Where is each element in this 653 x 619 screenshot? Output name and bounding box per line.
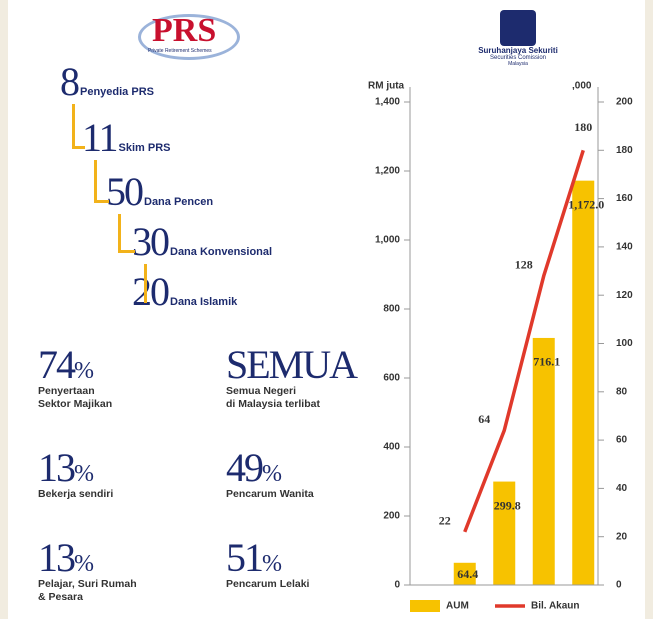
- bar-value-label: 716.1: [533, 355, 560, 369]
- stat-value: 74: [38, 342, 76, 387]
- connector: [118, 214, 135, 253]
- bar-value-label: 1,172.0: [568, 197, 604, 211]
- bar: [532, 337, 555, 585]
- hierarchy-number: 20: [132, 269, 170, 314]
- y2-tick-label: 160: [616, 193, 633, 204]
- hierarchy-item: 20 Dana Islamik: [132, 272, 237, 312]
- y2-tick-label: 120: [616, 290, 633, 301]
- hierarchy-number: 30: [132, 219, 170, 264]
- connector: [72, 104, 85, 149]
- sc-name: Suruhanjaya Sekuriti: [478, 46, 558, 55]
- stat-desc: & Pesara: [38, 591, 83, 603]
- line-value-label: 180: [574, 120, 592, 134]
- hierarchy-item: 8 Penyedia PRS: [60, 62, 154, 102]
- y-tick-label: 1,400: [375, 97, 400, 108]
- y2-tick-label: 40: [616, 483, 628, 494]
- connector: [94, 160, 109, 203]
- chart: RM juta ,000 0 200 400 600 800 1,000 1,200 1,400 0…: [368, 81, 633, 612]
- prs-text: PRS: [152, 12, 217, 49]
- stat: 49% Pencarum Wanita: [226, 448, 314, 501]
- legend-label: AUM: [446, 601, 469, 612]
- sc-country: Malaysia: [508, 61, 528, 67]
- stat-unit: %: [74, 551, 94, 577]
- hierarchy-label: Penyedia PRS: [80, 86, 154, 98]
- prs-sub: Private Retirement Schemes: [148, 48, 212, 54]
- y2-axis-label: ,000: [572, 81, 592, 92]
- stat: SEMUA Semua Negeri di Malaysia terlibat: [226, 342, 358, 411]
- stat-value: 13: [38, 535, 76, 580]
- hierarchy-label: Skim PRS: [118, 142, 171, 154]
- bar: [493, 481, 516, 585]
- y2-tick-label: 20: [616, 531, 628, 542]
- line-value-label: 64: [478, 412, 490, 426]
- y-tick-label: 0: [394, 580, 400, 591]
- bar: [453, 562, 476, 585]
- stat-unit: %: [74, 358, 94, 384]
- stat-value: 51: [226, 535, 264, 580]
- stat-value-row: 13%: [38, 538, 137, 578]
- stat-desc: Pencarum Lelaki: [226, 578, 310, 590]
- connector: [144, 264, 147, 303]
- panel: PRS Private Retirement Schemes Suruhanja…: [8, 0, 645, 619]
- y2-tick-label: 200: [616, 97, 633, 108]
- stat-value-row: 74%: [38, 345, 112, 385]
- hierarchy-item: 50 Dana Pencen: [106, 172, 213, 212]
- stat: 74% Penyertaan Sektor Majikan: [38, 345, 112, 411]
- stat-value-row: 13%: [38, 448, 113, 488]
- stat-unit: %: [262, 551, 282, 577]
- legend-label: Bil. Akaun: [531, 601, 580, 612]
- stat-desc: Semua Negeri: [226, 385, 297, 397]
- sc-logo: Suruhanjaya Sekuriti Securities Comissio…: [468, 10, 568, 90]
- stat: 13% Pelajar, Suri Rumah & Pesara: [38, 538, 137, 604]
- stat-value: 13: [38, 445, 76, 490]
- hierarchy-label: Dana Pencen: [144, 196, 214, 208]
- y-tick-label: 600: [383, 373, 400, 384]
- hierarchy-number: 50: [106, 169, 144, 214]
- hierarchy-item: 30 Dana Konvensional: [132, 222, 272, 262]
- y2-tick-label: 180: [616, 145, 633, 156]
- bar-value-label: 299.8: [494, 498, 521, 512]
- line: [463, 149, 585, 533]
- y2-tick-label: 0: [616, 580, 622, 591]
- stat-value: 49: [226, 445, 264, 490]
- stat-desc: Sektor Majikan: [38, 398, 113, 410]
- stat: 51% Pencarum Lelaki: [226, 538, 309, 591]
- bar: [572, 180, 595, 585]
- hierarchy-number: 11: [82, 115, 118, 160]
- y-tick-label: 200: [383, 511, 400, 522]
- y2-tick-label: 100: [616, 338, 633, 349]
- stat-unit: %: [74, 461, 94, 487]
- y-axis-label: RM juta: [368, 81, 405, 92]
- stat-desc: Pelajar, Suri Rumah: [38, 578, 137, 590]
- stat-value-row: 51%: [226, 538, 309, 578]
- hierarchy-label: Dana Konvensional: [170, 246, 273, 258]
- stat-desc: di Malaysia terlibat: [226, 398, 320, 410]
- stat-value-row: SEMUA: [226, 342, 358, 387]
- line-value-label: 22: [439, 514, 451, 528]
- stat-value: SEMUA: [226, 342, 358, 387]
- hierarchy-label: Dana Islamik: [170, 296, 238, 308]
- y-tick-label: 800: [383, 304, 400, 315]
- y2-tick-label: 80: [616, 386, 628, 397]
- y-tick-label: 1,000: [375, 235, 400, 246]
- y2-tick-label: 140: [616, 242, 633, 253]
- y-tick-label: 1,200: [375, 166, 400, 177]
- line-value-label: 128: [515, 258, 533, 272]
- y-tick-label: 400: [383, 442, 400, 453]
- legend-swatch: [410, 600, 440, 612]
- sc-en: Securities Comission: [489, 55, 547, 61]
- hierarchy-item: 11 Skim PRS: [82, 118, 170, 158]
- stat-value-row: 49%: [226, 448, 314, 488]
- y2-tick-label: 60: [616, 435, 628, 446]
- stat-desc: Penyertaan: [38, 385, 95, 397]
- stat-unit: %: [262, 461, 282, 487]
- stat: 13% Bekerja sendiri: [38, 448, 113, 501]
- hierarchy-number: 8: [60, 59, 80, 104]
- bar-value-label: 64.4: [457, 567, 478, 581]
- stat-desc: Bekerja sendiri: [38, 488, 114, 500]
- stat-desc: Pencarum Wanita: [226, 488, 314, 500]
- prs-logo: PRS Private Retirement Schemes: [138, 8, 240, 60]
